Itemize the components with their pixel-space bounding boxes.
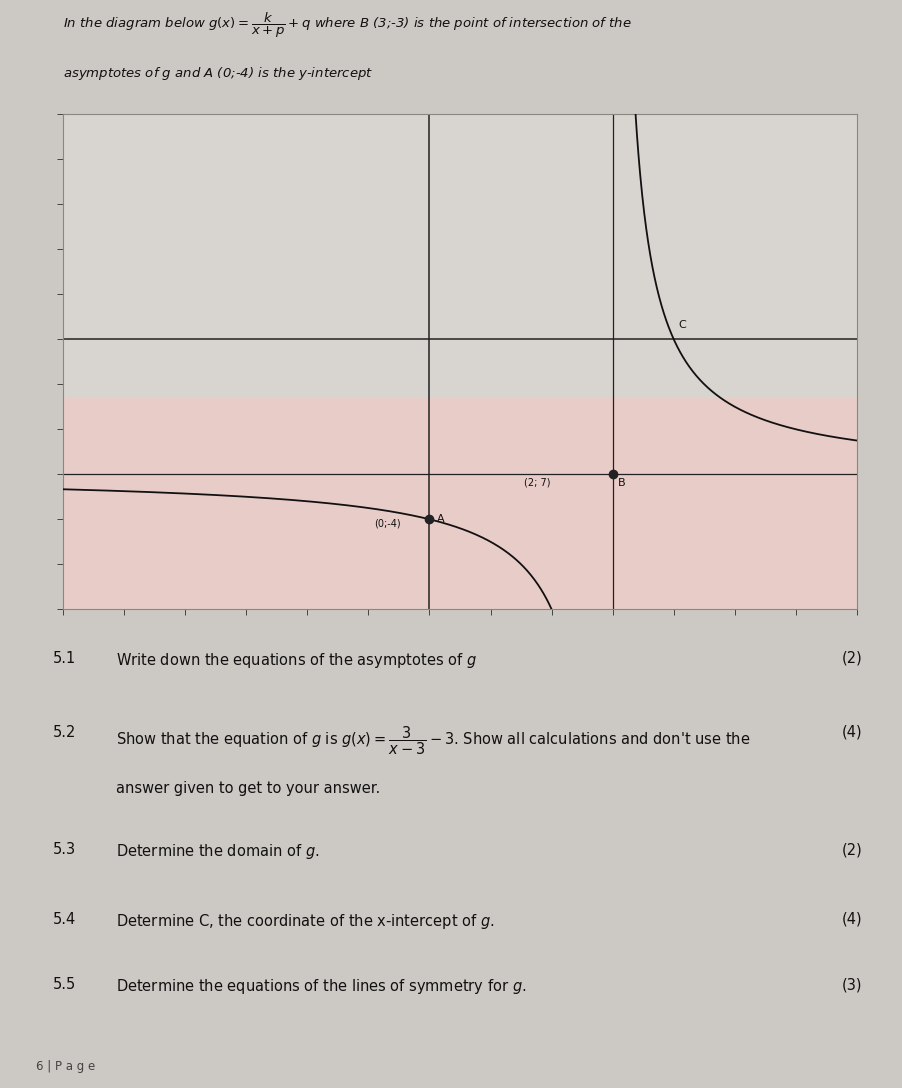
Text: (4): (4) <box>842 725 862 740</box>
Text: 5.3: 5.3 <box>53 842 76 857</box>
Text: Determine the equations of the lines of symmetry for $g$.: Determine the equations of the lines of … <box>115 977 526 996</box>
Text: Show that the equation of $g$ is $g(x) = \dfrac{3}{x-3} - 3$. Show all calculati: Show that the equation of $g$ is $g(x) =… <box>115 725 750 757</box>
Text: Write down the equations of the asymptotes of $g$: Write down the equations of the asymptot… <box>115 651 476 669</box>
Bar <box>63 398 857 609</box>
Text: (0;-4): (0;-4) <box>374 518 401 528</box>
Text: answer given to get to your answer.: answer given to get to your answer. <box>115 781 380 796</box>
Text: Determine the domain of $g$.: Determine the domain of $g$. <box>115 842 319 861</box>
Text: B: B <box>618 478 625 487</box>
Text: 5.4: 5.4 <box>53 912 76 927</box>
Text: (2): (2) <box>842 842 862 857</box>
Text: asymptotes of $g$ and A (0;-4) is the y-intercept: asymptotes of $g$ and A (0;-4) is the y-… <box>63 64 373 82</box>
Text: 6 | P a g e: 6 | P a g e <box>36 1060 96 1073</box>
Text: 5.1: 5.1 <box>53 651 76 666</box>
Text: (3): (3) <box>842 977 862 992</box>
Text: (2): (2) <box>842 651 862 666</box>
Text: 5.5: 5.5 <box>53 977 76 992</box>
Text: (2; 7): (2; 7) <box>524 478 550 487</box>
Text: Determine C, the coordinate of the x-intercept of $g$.: Determine C, the coordinate of the x-int… <box>115 912 494 930</box>
Text: C: C <box>678 320 686 330</box>
Text: A: A <box>437 514 445 523</box>
Text: (4): (4) <box>842 912 862 927</box>
Text: 5.2: 5.2 <box>53 725 77 740</box>
Text: In the diagram below $g(x) = \dfrac{k}{x+p} + q$ where B (3;-3) is the point of : In the diagram below $g(x) = \dfrac{k}{x… <box>63 11 632 40</box>
